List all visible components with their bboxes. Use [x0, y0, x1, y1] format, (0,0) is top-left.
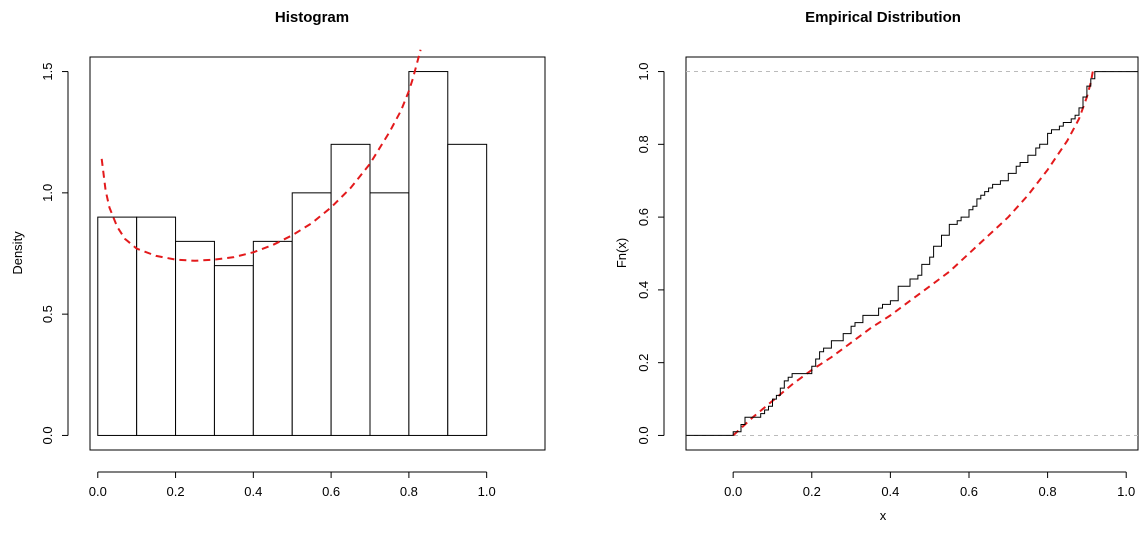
histogram-x-tick-label: 0.8	[400, 484, 418, 499]
histogram-y-tick-label: 1.5	[40, 63, 55, 81]
histogram-x-tick-label: 1.0	[478, 484, 496, 499]
ecdf-guides	[686, 71, 1138, 436]
histogram-y-tick-label: 0.0	[40, 426, 55, 444]
histogram-bar	[369, 192, 410, 436]
ecdf-x-tick-label: 0.4	[881, 484, 899, 499]
ecdf-title: Empirical Distribution	[805, 9, 961, 26]
histogram-bar	[252, 240, 293, 436]
ecdf-y-tick-label: 0.8	[636, 135, 651, 153]
ecdf-x-axis-label: x	[880, 508, 887, 523]
histogram-bar	[213, 265, 254, 436]
ecdf-axes: 0.0 0.2 0.4 0.6 0.8 1.0 0.0 0.2 0.4 0.6 0.8 1.0	[636, 63, 1135, 499]
ecdf-y-axis-label: Fn(x)	[614, 238, 629, 268]
histogram-bar	[447, 143, 488, 436]
ecdf-x-tick-label: 1.0	[1117, 484, 1135, 499]
ecdf-fit-curve-group	[732, 71, 1094, 437]
histogram-title: Histogram	[275, 9, 349, 26]
histogram-bar	[408, 71, 449, 436]
histogram-y-tick-label: 0.5	[40, 305, 55, 323]
histogram-bar	[97, 216, 138, 436]
histogram-y-tick-label: 1.0	[40, 184, 55, 202]
ecdf-x-tick-label: 0.0	[724, 484, 742, 499]
ecdf-x-tick-label: 0.6	[960, 484, 978, 499]
ecdf-y-tick-label: 0.4	[636, 281, 651, 299]
ecdf-panel: Empirical Distribution Fn(x) x 0.0 0.2 0.4…	[614, 9, 1139, 523]
ecdf-step-line	[686, 71, 1138, 436]
histogram-panel: Histogram Density 0.0 0.2 0.4 0.6 0.8 1.00.00…	[10, 9, 546, 499]
histogram-x-tick-label: 0.0	[89, 484, 107, 499]
histogram-x-tick-label: 0.4	[244, 484, 262, 499]
ecdf-y-tick-label: 1.0	[636, 63, 651, 81]
ecdf-x-tick-label: 0.2	[803, 484, 821, 499]
ecdf-plot-box	[685, 56, 1139, 451]
ecdf-x-tick-label: 0.8	[1039, 484, 1057, 499]
histogram-fit-curve-group	[100, 49, 422, 262]
histogram-bar	[330, 143, 371, 436]
histogram-bar	[136, 216, 177, 436]
ecdf-y-tick-label: 0.0	[636, 426, 651, 444]
ecdf-y-tick-label: 0.2	[636, 354, 651, 372]
ecdf-steps-group	[686, 71, 1138, 436]
histogram-y-axis-label: Density	[10, 231, 25, 275]
histogram-bars	[97, 71, 488, 436]
histogram-x-tick-label: 0.6	[322, 484, 340, 499]
histogram-plot-box	[89, 56, 546, 451]
histogram-x-tick-label: 0.2	[167, 484, 185, 499]
ecdf-y-tick-label: 0.6	[636, 208, 651, 226]
histogram-bar	[175, 240, 215, 436]
histogram-fit-curve	[100, 49, 422, 262]
histogram-bar	[291, 192, 332, 436]
histogram-axes: 0.0 0.2 0.4 0.6 0.8 1.0 0.0 0.5 1.0 1.5	[40, 63, 496, 499]
ecdf-fit-curve	[732, 71, 1094, 437]
